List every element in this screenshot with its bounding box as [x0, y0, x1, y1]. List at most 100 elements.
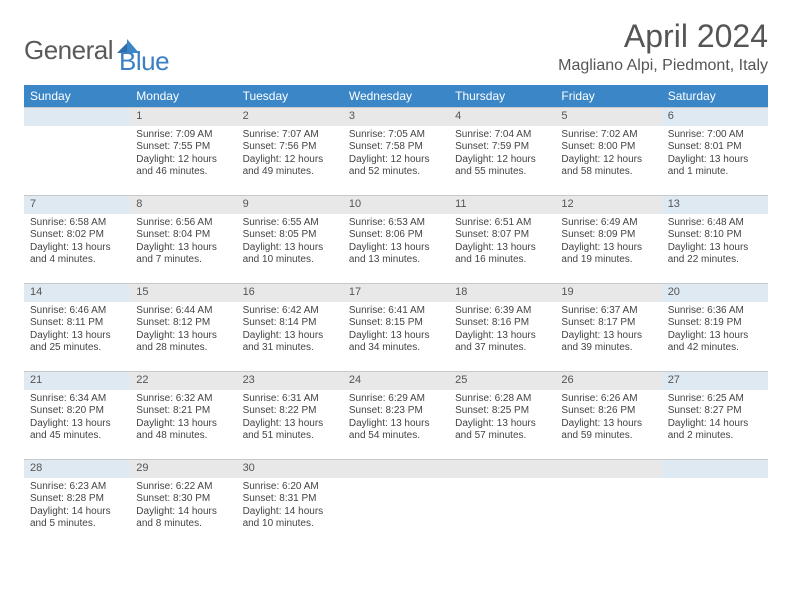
- calendar-cell: 11Sunrise: 6:51 AMSunset: 8:07 PMDayligh…: [449, 195, 555, 283]
- calendar-cell: 7Sunrise: 6:58 AMSunset: 8:02 PMDaylight…: [24, 195, 130, 283]
- calendar-cell: 17 Sunrise: 6:41 AMSunset: 8:15 PMDayligh…: [343, 283, 449, 371]
- daylight-line: Daylight: 13 hours and 4 minutes.: [30, 242, 124, 267]
- calendar-cell: 8Sunrise: 6:56 AMSunset: 8:04 PMDaylight…: [130, 195, 236, 283]
- sunset-line: Sunset: 7:58 PM: [349, 141, 443, 154]
- calendar-cell: 29Sunrise: 6:22 AMSunset: 8:30 PMDayligh…: [130, 459, 236, 547]
- calendar-cell: 5Sunrise: 7:02 AMSunset: 8:00 PMDaylight…: [555, 107, 661, 195]
- sunset-line: Sunset: 8:02 PM: [30, 229, 124, 242]
- sunrise-line: Sunrise: 7:09 AM: [136, 129, 230, 142]
- calendar-cell: 27Sunrise: 6:25 AMSunset: 8:27 PMDayligh…: [662, 371, 768, 459]
- sunset-line: Sunset: 7:56 PM: [243, 141, 337, 154]
- sunset-line: Sunset: 8:05 PM: [243, 229, 337, 242]
- day-number: 26: [555, 371, 661, 390]
- sunrise-line: Sunrise: 6:42 AM: [243, 305, 337, 318]
- sunset-line: Sunset: 8:22 PM: [243, 405, 337, 418]
- day-body: Sunrise: 6:37 AMSunset: 8:17 PMDaylight:…: [555, 302, 661, 359]
- sunset-line: Sunset: 8:31 PM: [243, 493, 337, 506]
- day-body: Sunrise: 6:29 AMSunset: 8:23 PMDaylight:…: [343, 390, 449, 447]
- sunset-line: Sunset: 8:14 PM: [243, 317, 337, 330]
- sunset-line: Sunset: 8:01 PM: [668, 141, 762, 154]
- day-body: Sunrise: 6:42 AMSunset: 8:14 PMDaylight:…: [237, 302, 343, 359]
- day-number: 12: [555, 195, 661, 214]
- sunrise-line: Sunrise: 6:26 AM: [561, 393, 655, 406]
- calendar-cell: [449, 459, 555, 547]
- sunset-line: Sunset: 7:55 PM: [136, 141, 230, 154]
- calendar-cell: 1Sunrise: 7:09 AMSunset: 7:55 PMDaylight…: [130, 107, 236, 195]
- calendar-cell: 4Sunrise: 7:04 AMSunset: 7:59 PMDaylight…: [449, 107, 555, 195]
- day-number: 23: [237, 371, 343, 390]
- sunrise-line: Sunrise: 6:25 AM: [668, 393, 762, 406]
- sunrise-line: Sunrise: 6:41 AM: [349, 305, 443, 318]
- month-title: April 2024: [558, 18, 768, 55]
- sunset-line: Sunset: 8:10 PM: [668, 229, 762, 242]
- sunset-line: Sunset: 8:07 PM: [455, 229, 549, 242]
- sunset-line: Sunset: 8:04 PM: [136, 229, 230, 242]
- daylight-line: Daylight: 13 hours and 48 minutes.: [136, 418, 230, 443]
- daylight-line: Daylight: 13 hours and 37 minutes.: [455, 330, 549, 355]
- sunrise-line: Sunrise: 6:56 AM: [136, 217, 230, 230]
- daylight-line: Daylight: 13 hours and 10 minutes.: [243, 242, 337, 267]
- sunset-line: Sunset: 8:17 PM: [561, 317, 655, 330]
- daylight-line: Daylight: 13 hours and 51 minutes.: [243, 418, 337, 443]
- day-number: 8: [130, 195, 236, 214]
- day-body: Sunrise: 6:39 AMSunset: 8:16 PMDaylight:…: [449, 302, 555, 359]
- sunset-line: Sunset: 8:28 PM: [30, 493, 124, 506]
- calendar-cell: 19Sunrise: 6:37 AMSunset: 8:17 PMDayligh…: [555, 283, 661, 371]
- sunrise-line: Sunrise: 6:22 AM: [136, 481, 230, 494]
- day-number: 17: [343, 283, 449, 302]
- day-number: 19: [555, 283, 661, 302]
- day-body: Sunrise: 6:48 AMSunset: 8:10 PMDaylight:…: [662, 214, 768, 271]
- daylight-line: Daylight: 13 hours and 22 minutes.: [668, 242, 762, 267]
- daylight-line: Daylight: 13 hours and 34 minutes.: [349, 330, 443, 355]
- day-body: Sunrise: 7:05 AMSunset: 7:58 PMDaylight:…: [343, 126, 449, 183]
- calendar-cell: 20Sunrise: 6:36 AMSunset: 8:19 PMDayligh…: [662, 283, 768, 371]
- day-number: [449, 459, 555, 478]
- daylight-line: Daylight: 14 hours and 2 minutes.: [668, 418, 762, 443]
- logo-text-left: General: [24, 35, 113, 66]
- day-body: Sunrise: 6:28 AMSunset: 8:25 PMDaylight:…: [449, 390, 555, 447]
- sunrise-line: Sunrise: 7:02 AM: [561, 129, 655, 142]
- calendar-cell: 30Sunrise: 6:20 AMSunset: 8:31 PMDayligh…: [237, 459, 343, 547]
- calendar-cell: 21Sunrise: 6:34 AMSunset: 8:20 PMDayligh…: [24, 371, 130, 459]
- daylight-line: Daylight: 13 hours and 31 minutes.: [243, 330, 337, 355]
- day-body: Sunrise: 6:20 AMSunset: 8:31 PMDaylight:…: [237, 478, 343, 535]
- day-body: Sunrise: 7:07 AMSunset: 7:56 PMDaylight:…: [237, 126, 343, 183]
- weekday-header: Sunday: [24, 85, 130, 107]
- weekday-header: Saturday: [662, 85, 768, 107]
- sunrise-line: Sunrise: 6:28 AM: [455, 393, 549, 406]
- day-body: Sunrise: 6:36 AMSunset: 8:19 PMDaylight:…: [662, 302, 768, 359]
- sunset-line: Sunset: 8:23 PM: [349, 405, 443, 418]
- calendar-cell: 6Sunrise: 7:00 AMSunset: 8:01 PMDaylight…: [662, 107, 768, 195]
- daylight-line: Daylight: 13 hours and 57 minutes.: [455, 418, 549, 443]
- calendar-cell: 14Sunrise: 6:46 AMSunset: 8:11 PMDayligh…: [24, 283, 130, 371]
- daylight-line: Daylight: 13 hours and 16 minutes.: [455, 242, 549, 267]
- weekday-header: Tuesday: [237, 85, 343, 107]
- calendar-cell: 12Sunrise: 6:49 AMSunset: 8:09 PMDayligh…: [555, 195, 661, 283]
- calendar-cell: [662, 459, 768, 547]
- sunset-line: Sunset: 8:12 PM: [136, 317, 230, 330]
- daylight-line: Daylight: 12 hours and 55 minutes.: [455, 154, 549, 179]
- sunrise-line: Sunrise: 6:55 AM: [243, 217, 337, 230]
- day-number: 6: [662, 107, 768, 126]
- location: Magliano Alpi, Piedmont, Italy: [558, 57, 768, 75]
- calendar-cell: 28Sunrise: 6:23 AMSunset: 8:28 PMDayligh…: [24, 459, 130, 547]
- calendar-cell: 26Sunrise: 6:26 AMSunset: 8:26 PMDayligh…: [555, 371, 661, 459]
- day-body: Sunrise: 6:58 AMSunset: 8:02 PMDaylight:…: [24, 214, 130, 271]
- sunrise-line: Sunrise: 6:46 AM: [30, 305, 124, 318]
- day-body: Sunrise: 6:23 AMSunset: 8:28 PMDaylight:…: [24, 478, 130, 535]
- day-number: 14: [24, 283, 130, 302]
- sunrise-line: Sunrise: 6:36 AM: [668, 305, 762, 318]
- sunrise-line: Sunrise: 6:39 AM: [455, 305, 549, 318]
- sunset-line: Sunset: 8:15 PM: [349, 317, 443, 330]
- sunrise-line: Sunrise: 6:32 AM: [136, 393, 230, 406]
- daylight-line: Daylight: 13 hours and 39 minutes.: [561, 330, 655, 355]
- day-number: [555, 459, 661, 478]
- calendar-cell: 23Sunrise: 6:31 AMSunset: 8:22 PMDayligh…: [237, 371, 343, 459]
- day-body: Sunrise: 6:53 AMSunset: 8:06 PMDaylight:…: [343, 214, 449, 271]
- daylight-line: Daylight: 13 hours and 59 minutes.: [561, 418, 655, 443]
- day-number: 10: [343, 195, 449, 214]
- day-number: 27: [662, 371, 768, 390]
- day-number: 3: [343, 107, 449, 126]
- day-number: 18: [449, 283, 555, 302]
- header: General Blue April 2024 Magliano Alpi, P…: [24, 18, 768, 77]
